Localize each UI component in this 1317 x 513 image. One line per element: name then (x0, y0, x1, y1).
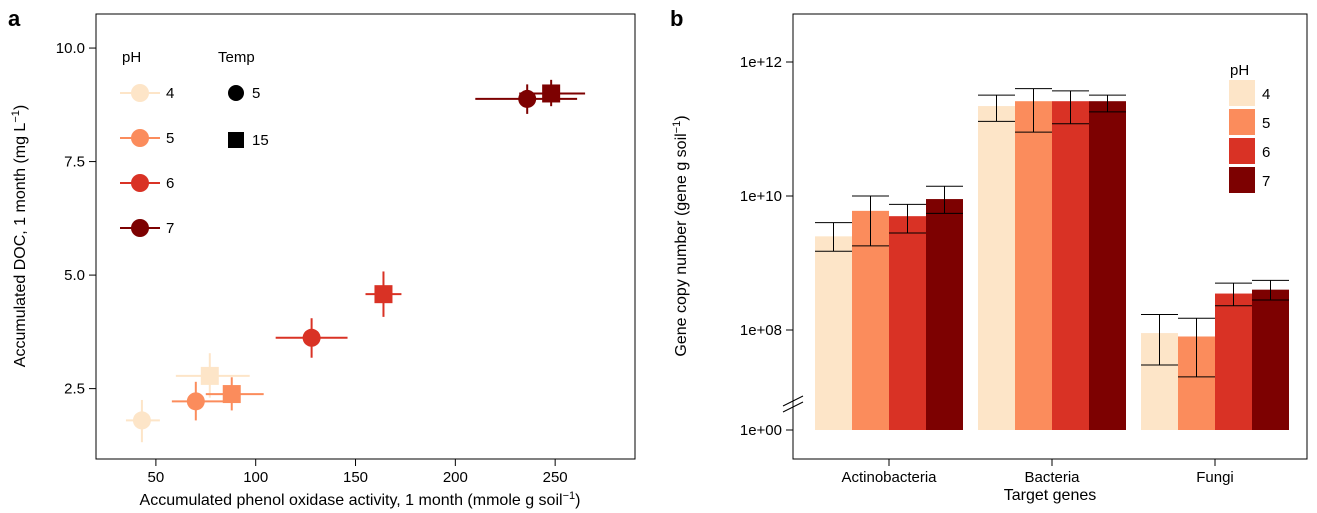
bar-group-fungi (1141, 279, 1289, 430)
panel-b-plot-frame (792, 13, 1308, 460)
y-tick-label: 1e+12 (740, 54, 782, 71)
bar-ph6 (1215, 293, 1252, 430)
panel-a-y-axis: 2.5 5.0 7.5 10.0 (56, 40, 96, 398)
legend-label: 7 (1262, 173, 1270, 190)
legend-label: 5 (1262, 115, 1270, 132)
legend-ph-label: 5 (166, 130, 174, 147)
x-tick-label: 50 (148, 469, 165, 486)
y-tick-label: 2.5 (64, 381, 85, 398)
circle-marker (186, 392, 205, 411)
legend-swatch-ph6 (1229, 138, 1255, 164)
bar-ph7 (926, 199, 963, 430)
legend-ph-title: pH (122, 49, 141, 66)
y-tick-label: 5.0 (64, 267, 85, 284)
data-point-ph4-temp5 (125, 399, 160, 443)
panel-b-x-axis: Actinobacteria Bacteria Fungi (841, 459, 1234, 486)
legend-swatch-ph7 (1229, 167, 1255, 193)
legend-temp-label: 5 (252, 85, 260, 102)
legend-temp-square-marker (228, 132, 244, 148)
bar-ph6 (1052, 101, 1089, 431)
panel-b: b 1e+00 1e+08 1e+10 1e+12 Actinobacteria Bac… (670, 6, 1308, 504)
legend-ph-label: 4 (166, 85, 174, 102)
data-point-ph4-temp15 (175, 353, 250, 398)
y-tick-label: 1e+08 (740, 322, 782, 339)
panel-a-y-axis-title: Accumulated DOC, 1 month (mg L−1) (10, 105, 29, 367)
x-tick-label: Bacteria (1024, 469, 1080, 486)
bar-group-bacteria (978, 88, 1126, 431)
data-point-ph5-temp15 (205, 377, 264, 411)
bar-ph4 (815, 236, 852, 430)
panel-b-legend: pH 4 5 6 7 (1229, 62, 1270, 193)
legend-label: 4 (1262, 86, 1270, 103)
x-tick-label: 250 (543, 469, 568, 486)
panel-a-plot-frame (95, 13, 636, 460)
square-marker (374, 285, 393, 304)
data-point-ph7-temp15 (519, 79, 586, 107)
axis-break-mark (782, 395, 804, 407)
x-tick-label: 100 (243, 469, 268, 486)
legend-temp-title: Temp (218, 49, 255, 66)
legend-ph-label: 6 (166, 175, 174, 192)
data-point-ph7-temp5 (475, 84, 578, 114)
legend-b-title: pH (1230, 62, 1249, 79)
bar-ph5 (1015, 101, 1052, 431)
square-marker (222, 385, 241, 404)
bar-ph6 (889, 216, 926, 430)
panel-a-x-axis: 50 100 150 200 250 (148, 459, 568, 486)
y-tick-label: 10.0 (56, 40, 85, 57)
panel-b-y-axis-title: Gene copy number (gene g soil−1) (671, 115, 690, 356)
legend-swatch-ph4 (1229, 80, 1255, 106)
legend-ph-marker (131, 84, 149, 102)
legend-swatch-ph5 (1229, 109, 1255, 135)
panel-a-x-axis-title: Accumulated phenol oxidase activity, 1 m… (140, 490, 581, 509)
bar-ph7 (1089, 101, 1126, 431)
circle-marker (302, 328, 321, 347)
legend-temp-label: 15 (252, 132, 269, 149)
y-tick-label: 1e+00 (740, 422, 782, 439)
x-tick-label: 200 (443, 469, 468, 486)
legend-temp-circle-marker (228, 85, 244, 101)
x-tick-label: 150 (343, 469, 368, 486)
panel-a: a 2.5 5.0 7.5 10.0 50 100 150 200 250 pH Temp 4… (8, 6, 636, 509)
panel-b-letter: b (670, 6, 683, 31)
legend-ph-marker (131, 174, 149, 192)
bar-ph5 (852, 210, 889, 430)
square-marker (200, 366, 219, 385)
data-point-ph5-temp5 (171, 381, 228, 421)
x-tick-label: Actinobacteria (841, 469, 937, 486)
x-tick-label: Fungi (1196, 469, 1234, 486)
data-point-ph6-temp5 (275, 318, 348, 358)
bar-ph7 (1252, 289, 1289, 430)
legend-ph-marker (131, 129, 149, 147)
panel-b-bars (815, 88, 1289, 431)
y-tick-label: 1e+10 (740, 188, 782, 205)
panel-a-data-points (125, 79, 586, 443)
panel-a-legend: pH Temp 4 5 6 7 5 15 (120, 49, 269, 237)
circle-marker (132, 411, 151, 430)
bar-ph4 (978, 106, 1015, 430)
y-tick-label: 7.5 (64, 154, 85, 171)
axis-break-mark (782, 401, 804, 413)
data-point-ph6-temp15 (365, 271, 402, 317)
bar-group-actinobacteria (815, 185, 963, 430)
legend-ph-marker (131, 219, 149, 237)
legend-ph-label: 7 (166, 220, 174, 237)
panel-a-letter: a (8, 6, 21, 31)
legend-label: 6 (1262, 144, 1270, 161)
panel-b-x-axis-title: Target genes (1004, 487, 1097, 504)
square-marker (542, 84, 561, 103)
panel-b-y-axis: 1e+00 1e+08 1e+10 1e+12 (740, 54, 804, 439)
